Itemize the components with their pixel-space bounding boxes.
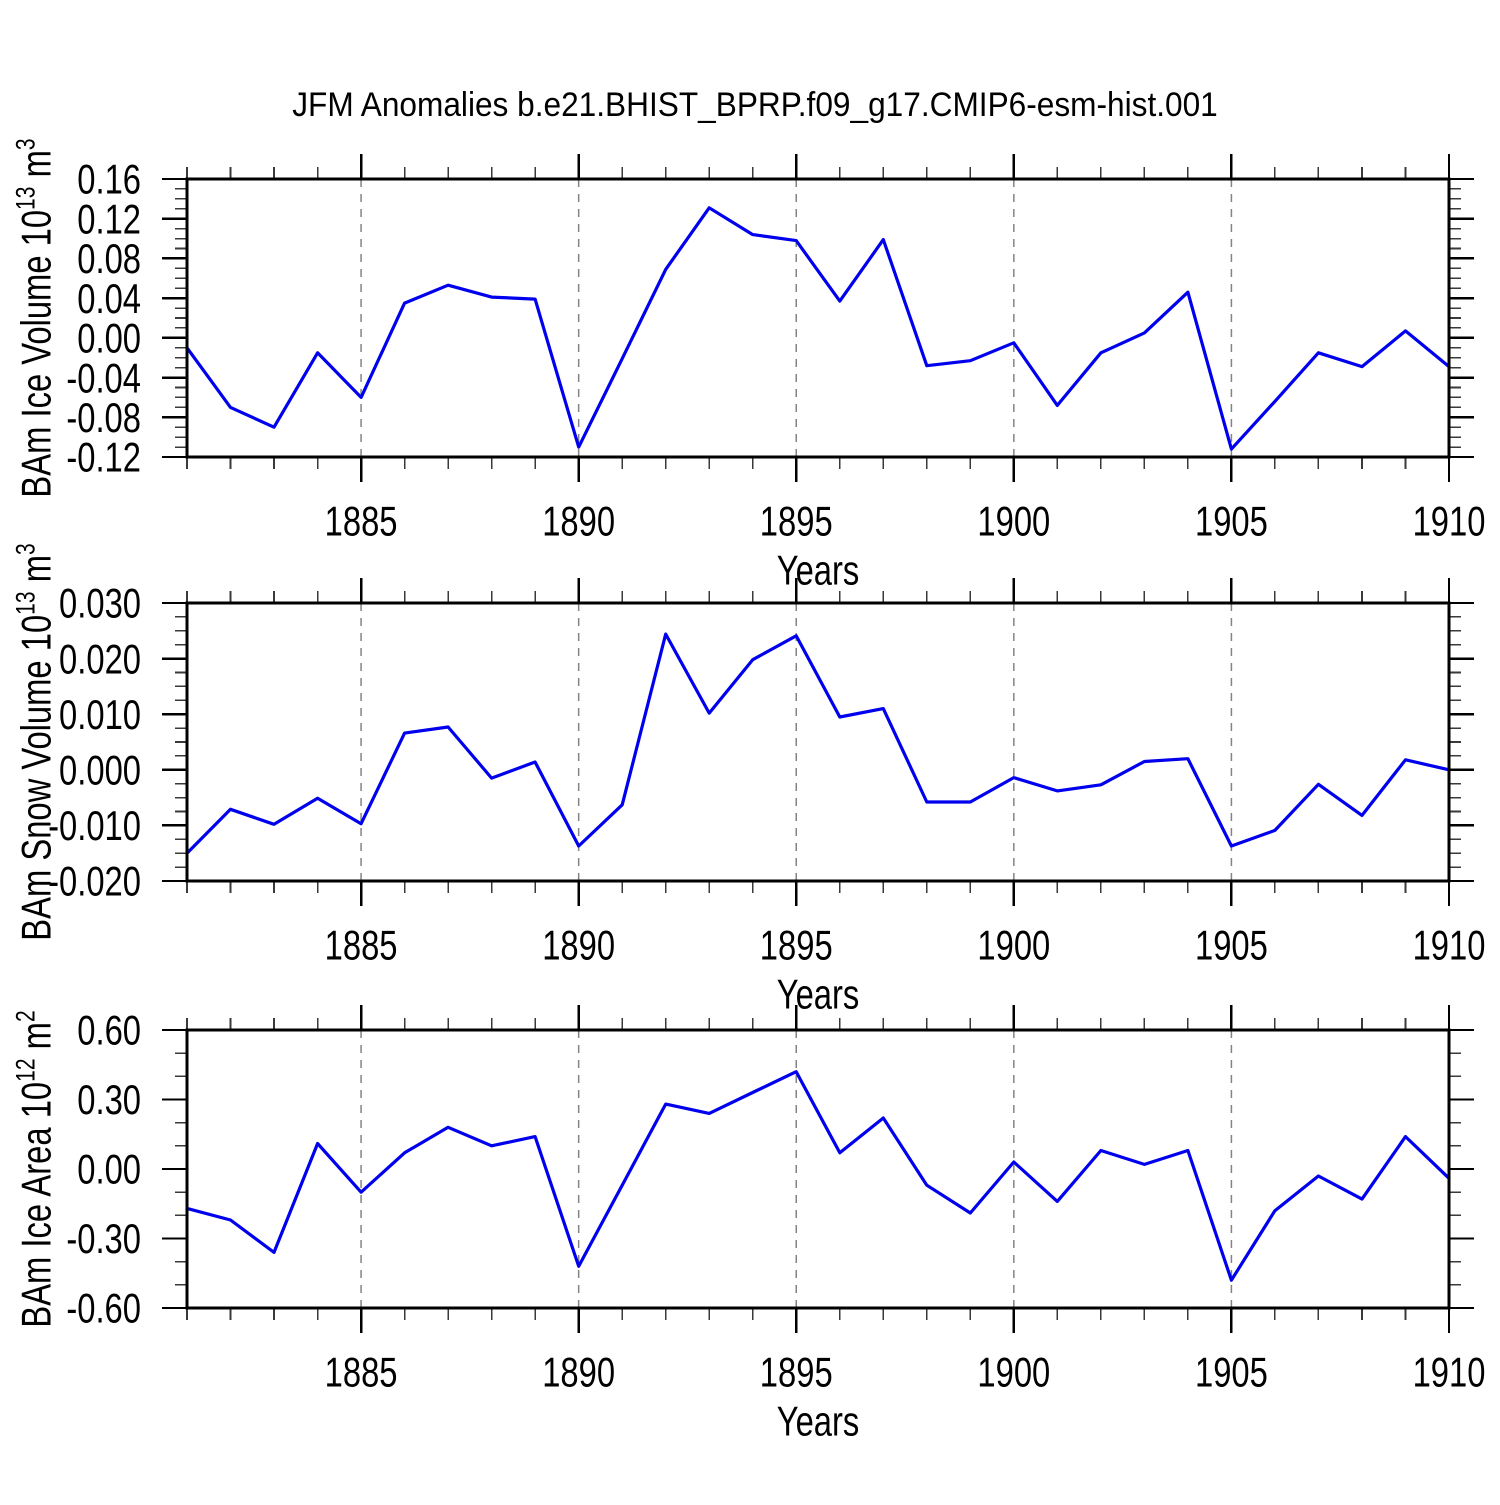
x-tick-label: 1885 [325,498,398,545]
x-axis-title: Years [777,1398,860,1445]
data-line-ice-area [185,1070,1451,1282]
y-axis-title-snow-volume: BAm Snow Volume 1013 m3 [11,543,59,940]
x-tick-label: 1910 [1413,1349,1486,1396]
x-tick-label: 1910 [1413,922,1486,969]
y-tick-label: 0.60 [77,1007,141,1054]
y-tick-label: -0.60 [66,1285,141,1332]
x-tick-label: 1885 [325,1349,398,1396]
x-tick-label: 1905 [1195,498,1268,545]
x-tick-label: 1890 [542,498,615,545]
x-axis-title: Years [777,971,860,1018]
chart-title: JFM Anomalies b.e21.BHIST_BPRP.f09_g17.C… [292,85,1218,123]
x-tick-label: 1895 [760,922,833,969]
y-tick-label: 0.010 [59,691,141,738]
y-tick-label: -0.020 [48,858,141,905]
y-tick-label: 0.08 [77,235,141,282]
y-tick-label: 0.30 [77,1076,141,1123]
axis-border [185,177,1451,459]
data-line-ice-volume [185,206,1451,451]
panel-ice-area: 0.60 0.30 0.00 -0.30 -0.60 1885 1890 1895 1900 19… [11,1005,1485,1445]
x-tick-label: 1905 [1195,1349,1268,1396]
y-tick-label: 0.020 [59,635,141,682]
chart-title-group: JFM Anomalies b.e21.BHIST_BPRP.f09_g17.C… [292,85,1218,123]
x-tick-label: 1885 [325,922,398,969]
y-tick-label: -0.04 [66,354,141,401]
y-tick-label: 0.00 [77,1146,141,1193]
panel-ice-volume: 0.160.120.080.040.00-0.04-0.08-0.12 1885 1… [11,138,1485,593]
data-line-snow-volume [185,632,1451,855]
panel-snow-volume: 0.030 0.020 0.010 0.000 -0.010 -0.020 1885 1890… [11,543,1485,1017]
x-axis-title: Years [777,547,860,594]
y-tick-label: -0.010 [48,802,141,849]
y-tick-label: -0.08 [66,394,141,441]
x-tick-label: 1890 [542,1349,615,1396]
y-axis-title-ice-area: BAm Ice Area 1012 m2 [11,1010,59,1327]
y-tick-label: 0.00 [77,315,141,362]
x-tick-label: 1910 [1413,498,1486,545]
axis-border [185,1028,1451,1310]
x-tick-label: 1905 [1195,922,1268,969]
y-tick-label: -0.30 [66,1215,141,1262]
x-tick-label: 1895 [760,1349,833,1396]
y-tick-label: 0.04 [77,275,141,322]
x-tick-label: 1895 [760,498,833,545]
x-tick-label: 1900 [977,1349,1050,1396]
x-tick-label: 1890 [542,922,615,969]
y-tick-label: -0.12 [66,434,141,481]
axis-border [185,601,1451,883]
y-tick-label: 0.12 [77,196,141,243]
x-tick-label: 1900 [977,922,1050,969]
x-tick-label: 1900 [977,498,1050,545]
y-axis-title-ice-volume: BAm Ice Volume 1013 m3 [11,138,59,497]
y-tick-label: 0.000 [59,747,141,794]
y-tick-label: 0.030 [59,580,141,627]
y-tick-label: 0.16 [77,156,141,203]
